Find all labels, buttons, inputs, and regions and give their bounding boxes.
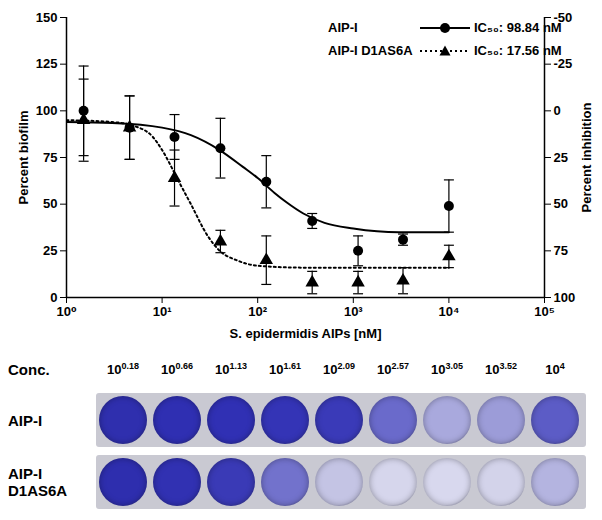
svg-text:125: 125	[36, 56, 58, 71]
svg-text:0: 0	[554, 103, 561, 118]
html-text:3.52: 3.52	[499, 361, 517, 372]
svg-text:10³: 10³	[344, 304, 363, 319]
html-text:IC₅₀: 17.56 nM: IC₅₀: 17.56 nM	[474, 43, 562, 58]
html-text:Conc.: Conc.	[8, 361, 50, 378]
html-text:10: 10	[323, 362, 338, 378]
svg-text:-25: -25	[554, 56, 573, 71]
svg-text:100: 100	[554, 290, 576, 305]
html-text:10: 10	[485, 362, 500, 378]
svg-text:10¹: 10¹	[153, 304, 172, 319]
svg-text:S. epidermidis AIPs [nM]: S. epidermidis AIPs [nM]	[230, 326, 382, 341]
svg-text:100: 100	[36, 103, 58, 118]
svg-text:Percent biofilm: Percent biofilm	[16, 111, 31, 205]
svg-text:10²: 10²	[248, 304, 267, 319]
html-text:0.66: 0.66	[175, 361, 193, 372]
html-text:4: 4	[559, 361, 565, 372]
svg-text:25: 25	[554, 150, 568, 165]
svg-text:-50: -50	[553, 9, 573, 25]
html-text:0.18: 0.18	[121, 361, 139, 372]
html-text:AIP-I: AIP-I	[328, 20, 358, 35]
html-text:10: 10	[377, 362, 392, 378]
svg-text:75: 75	[554, 243, 568, 258]
svg-text:75: 75	[43, 150, 57, 165]
html-text:3.05: 3.05	[445, 361, 463, 372]
html-text:AIP-I D1AS6A: AIP-I D1AS6A	[328, 43, 413, 58]
html-text:1.61: 1.61	[283, 361, 301, 372]
html-text:1.13: 1.13	[229, 361, 247, 372]
svg-text:10⁴: 10⁴	[438, 304, 459, 319]
svg-text:50: 50	[43, 196, 57, 211]
html-text:2.57: 2.57	[391, 361, 409, 372]
svg-text:0: 0	[50, 290, 57, 305]
svg-text:50: 50	[554, 196, 568, 211]
html-text:10: 10	[161, 362, 176, 378]
svg-text:Percent inhibition: Percent inhibition	[579, 103, 594, 213]
html-text:AIP-I: AIP-I	[8, 411, 43, 429]
html-text:10: 10	[215, 362, 230, 378]
html-text:10: 10	[269, 362, 284, 378]
svg-text:150: 150	[36, 10, 58, 25]
html-text:10: 10	[107, 362, 122, 378]
html-text:10: 10	[431, 362, 446, 378]
html-text:IC₅₀: 98.84 nM: IC₅₀: 98.84 nM	[474, 20, 562, 35]
svg-text:10⁵: 10⁵	[534, 304, 555, 319]
html-text:10: 10	[545, 362, 560, 378]
html-text:AIP-I D1AS6A: AIP-I D1AS6A	[8, 465, 68, 499]
svg-text:10⁰: 10⁰	[56, 304, 76, 319]
svg-text:25: 25	[43, 243, 57, 258]
html-text:2.09: 2.09	[337, 361, 355, 372]
